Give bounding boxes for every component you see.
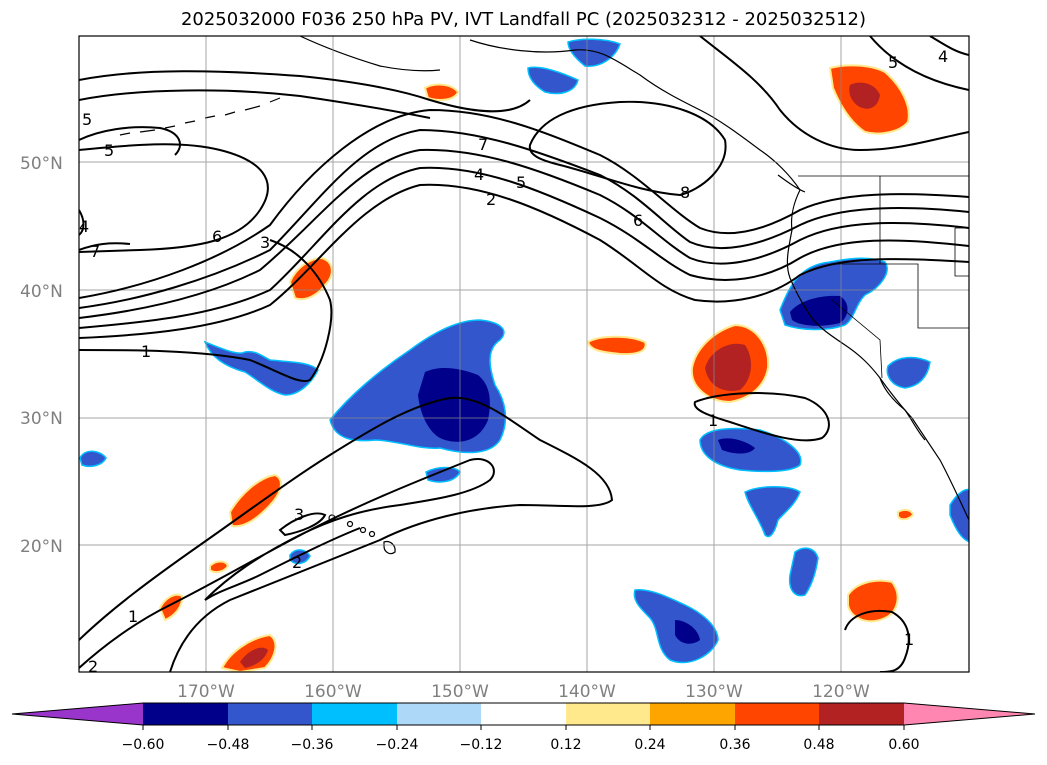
contour-label: 1 — [904, 630, 914, 649]
contour-label: 4 — [474, 165, 484, 184]
longitude-labels: 170°W 160°W 150°W 140°W 130°W 120°W — [177, 682, 870, 702]
colorbar: −0.60 −0.48 −0.36 −0.24 −0.12 0.12 0.24 … — [11, 702, 1036, 753]
lon-label-150w: 150°W — [431, 682, 489, 702]
contour-label: 2 — [88, 657, 98, 676]
colorbar-segment — [566, 703, 650, 725]
colorbar-tick-label: −0.60 — [122, 737, 165, 753]
contour-label: 4 — [938, 47, 948, 66]
lon-label-120w: 120°W — [812, 682, 870, 702]
lat-label-30n: 30°N — [20, 409, 63, 429]
contour-label: 1 — [128, 607, 138, 626]
lon-label-160w: 160°W — [304, 682, 362, 702]
colorbar-segment — [735, 703, 819, 725]
contour-label: 3 — [260, 233, 270, 252]
contour-label: 3 — [294, 505, 304, 524]
colorbar-segment — [397, 703, 481, 725]
colorbar-tick-label: 0.48 — [803, 737, 834, 753]
contour-label: 8 — [680, 183, 690, 202]
colorbar-tick-label: −0.24 — [376, 737, 419, 753]
colorbar-right-extension — [904, 703, 1035, 725]
contour-label: 2 — [486, 190, 496, 209]
contour-label: 2 — [292, 553, 302, 572]
map-frame — [78, 35, 970, 673]
lon-label-130w: 130°W — [685, 682, 743, 702]
map-title: 2025032000 F036 250 hPa PV, IVT Landfall… — [180, 9, 867, 30]
colorbar-tick-label: 0.60 — [888, 737, 919, 753]
contour-label: 5 — [516, 173, 526, 192]
contour-label: 6 — [633, 211, 643, 230]
colorbar-segment — [481, 703, 566, 725]
colorbar-segment — [228, 703, 312, 725]
lat-label-20n: 20°N — [20, 537, 63, 557]
contour-label: 4 — [79, 217, 89, 236]
colorbar-tick-label: −0.48 — [207, 737, 250, 753]
lat-label-50n: 50°N — [20, 154, 63, 174]
colorbar-tick-label: −0.36 — [291, 737, 334, 753]
contour-label: 5 — [888, 53, 898, 72]
latitude-labels: 50°N 40°N 30°N 20°N — [20, 154, 63, 557]
colorbar-tick-label: 0.12 — [550, 737, 581, 753]
contour-label: 6 — [212, 227, 222, 246]
colorbar-segment — [819, 703, 904, 725]
colorbar-left-extension — [12, 703, 143, 725]
colorbar-segment — [312, 703, 397, 725]
contour-labels: 5 5 7 6 3 1 7 5 4 2 6 8 5 4 1 3 2 1 2 1 … — [79, 47, 948, 676]
negative-anomaly-shading — [79, 38, 969, 664]
lat-label-40n: 40°N — [20, 282, 63, 302]
colorbar-tick-label: −0.12 — [460, 737, 503, 753]
lon-label-170w: 170°W — [177, 682, 235, 702]
contour-label: 1 — [708, 411, 718, 430]
contour-label: 1 — [141, 342, 151, 361]
colorbar-segment — [650, 703, 735, 725]
colorbar-tick-label: 0.36 — [719, 737, 750, 753]
colorbar-tick-label: 0.24 — [634, 737, 665, 753]
contour-label: 5 — [104, 141, 114, 160]
gridlines — [79, 36, 969, 672]
colorbar-segment — [143, 703, 228, 725]
coastlines — [119, 36, 969, 521]
lon-label-140w: 140°W — [558, 682, 616, 702]
pv-contours — [79, 36, 969, 672]
contour-label: 7 — [478, 135, 488, 154]
contour-label: 7 — [90, 242, 100, 261]
contour-label: 5 — [82, 110, 92, 129]
